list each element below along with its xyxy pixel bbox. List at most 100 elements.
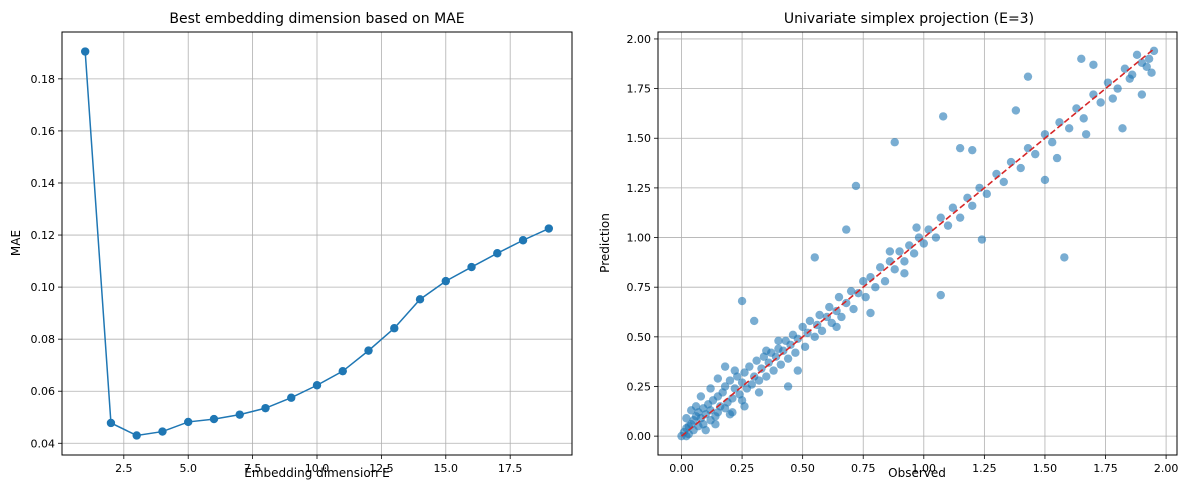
- scatter-point: [762, 346, 771, 355]
- scatter-point: [977, 235, 987, 244]
- scatter-point: [730, 366, 740, 375]
- x-tick-label: 2.5: [115, 462, 133, 475]
- scatter-point: [783, 354, 793, 363]
- mae-point: [184, 417, 193, 427]
- scatter-point: [955, 213, 965, 222]
- scatter-point: [791, 348, 800, 357]
- scatter-point: [936, 290, 945, 300]
- scatter-point: [1149, 46, 1159, 56]
- mae-point: [80, 47, 90, 56]
- mae-chart: Best embedding dimension based on MAE 2.…: [9, 11, 573, 480]
- x-tick-label: 1.75: [1093, 462, 1118, 475]
- scatter-point: [706, 384, 715, 393]
- scatter-point: [754, 376, 764, 385]
- mae-chart-grid: [62, 32, 572, 455]
- scatter-point: [861, 292, 870, 302]
- mae-point: [312, 381, 322, 390]
- scatter-point: [774, 336, 783, 346]
- scatter-point: [1132, 50, 1142, 60]
- scatter-point: [931, 233, 941, 242]
- scatter-point: [837, 312, 846, 322]
- scatter-point: [725, 410, 735, 419]
- scatter-point: [815, 310, 824, 320]
- scatter-point: [885, 247, 895, 256]
- scatter-point: [730, 384, 740, 393]
- scatter-point: [749, 316, 759, 326]
- scatter-point: [1077, 54, 1086, 64]
- scatter-point: [747, 380, 756, 389]
- scatter-point: [1040, 175, 1050, 185]
- mae-point: [415, 295, 425, 304]
- y-tick-label: 0.08: [31, 333, 56, 346]
- mae-point: [209, 414, 219, 424]
- scatter-point: [762, 372, 771, 381]
- scatter-point: [968, 145, 977, 155]
- scatter-point: [854, 288, 863, 298]
- scatter-point: [800, 342, 810, 351]
- mae-series: [80, 47, 554, 440]
- scatter-point: [832, 322, 841, 332]
- scatter-point: [1023, 72, 1033, 81]
- scatter-point: [825, 302, 834, 312]
- scatter-point: [793, 366, 803, 375]
- scatter-point: [880, 277, 890, 286]
- scatter-point: [912, 223, 921, 232]
- scatter-point: [924, 225, 933, 234]
- scatter-point: [890, 138, 899, 147]
- simplex-reference-line-group: [680, 48, 1155, 437]
- x-tick-label: 0.25: [730, 462, 755, 475]
- scatter-point: [793, 334, 803, 344]
- x-tick-label: 15.0: [434, 462, 459, 475]
- y-tick-label: 0.10: [31, 281, 56, 294]
- y-tick-label: 0.00: [627, 430, 652, 443]
- scatter-point: [834, 292, 844, 302]
- mae-chart-x-ticks: 2.5 5.0 7.5 10.0 12.5 15.0 17.5: [115, 455, 522, 475]
- scatter-point: [740, 402, 749, 411]
- scatter-point: [890, 265, 899, 274]
- mae-point: [338, 366, 347, 376]
- mae-point: [106, 418, 116, 428]
- y-tick-label: 1.50: [627, 132, 652, 145]
- y-tick-label: 1.25: [627, 182, 652, 195]
- scatter-point: [752, 356, 761, 365]
- scatter-point: [936, 213, 945, 222]
- scatter-point: [1113, 84, 1122, 93]
- x-tick-label: 7.5: [244, 462, 262, 475]
- scatter-point: [713, 374, 723, 383]
- mae-point: [287, 393, 296, 402]
- scatter-point: [851, 181, 861, 191]
- simplex-chart-title: Univariate simplex projection (E=3): [784, 11, 1034, 27]
- scatter-point: [900, 269, 909, 278]
- scatter-point: [779, 346, 788, 355]
- scatter-point: [1016, 163, 1025, 173]
- y-tick-label: 0.16: [31, 125, 56, 138]
- y-tick-label: 1.00: [627, 232, 652, 245]
- y-tick-label: 0.06: [31, 385, 56, 398]
- scatter-point: [740, 368, 749, 377]
- simplex-chart-ylabel: Prediction: [598, 213, 612, 273]
- mae-chart-frame: [61, 31, 573, 456]
- scatter-point: [706, 406, 715, 415]
- scatter-point: [757, 364, 766, 373]
- x-tick-label: 5.0: [179, 462, 197, 475]
- x-tick-label: 17.5: [498, 462, 523, 475]
- scatter-point: [938, 112, 948, 121]
- scatter-point: [1048, 138, 1057, 147]
- scatter-point: [728, 394, 737, 403]
- scatter-point: [832, 306, 841, 316]
- mae-point: [132, 431, 141, 440]
- scatter-point: [1137, 90, 1147, 99]
- mae-chart-xlabel: Embedding dimension E: [244, 466, 389, 480]
- scatter-point: [720, 382, 730, 391]
- scatter-point: [975, 183, 984, 193]
- scatter-point: [1052, 153, 1062, 163]
- scatter-point: [682, 414, 691, 423]
- scatter-point: [737, 296, 747, 306]
- scatter-point: [1147, 68, 1156, 77]
- mae-point: [493, 249, 502, 258]
- scatter-point: [1108, 94, 1117, 103]
- scatter-point: [948, 203, 958, 212]
- mae-point: [390, 324, 399, 333]
- scatter-point: [776, 360, 786, 369]
